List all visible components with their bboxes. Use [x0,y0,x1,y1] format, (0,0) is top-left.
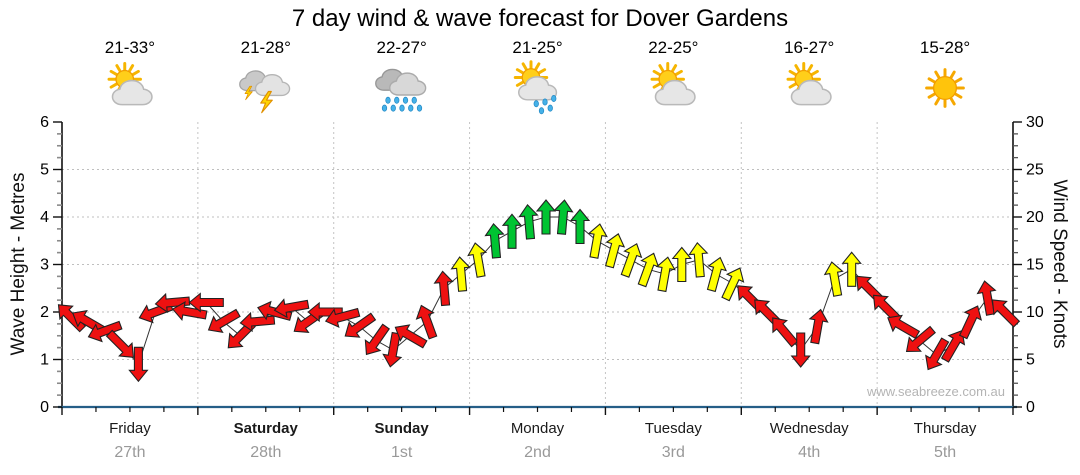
weather-icon-sun-cloud [102,60,158,116]
date-label: 1st [390,444,413,461]
watermark: www.seabreeze.com.au [866,384,1005,399]
wind-arrow [105,329,135,358]
wind-arrow [940,329,966,363]
date-label: 5th [933,444,957,461]
date-label: 27th [114,444,146,461]
wind-arrow [587,223,608,259]
wind-arrow [887,314,921,340]
left-tick-label: 5 [40,162,49,179]
right-tick-label: 25 [1026,162,1044,179]
day-label: Monday [510,420,565,437]
wind-arrow [467,242,488,278]
left-tick-label: 2 [40,304,49,321]
weather-icon-sun-rain [510,60,566,116]
wind-arrow [433,270,454,307]
date-label: 4th [798,444,821,461]
day-label: Friday [109,420,151,437]
temp-range-label: 22-25° [648,38,699,57]
wind-arrow [382,331,403,368]
temp-range-label: 16-27° [784,38,835,57]
wind-arrow [501,213,523,249]
wind-arrow [706,256,728,293]
right-tick-label: 15 [1026,257,1044,274]
date-label: 3rd [661,444,685,461]
weather-icon-sun-cloud [645,60,701,116]
wind-arrow [394,324,428,349]
wind-arrow [324,307,361,329]
day-label: Thursday [913,420,977,437]
right-tick-label: 5 [1026,352,1035,369]
wind-arrow [823,261,844,297]
wind-arrow [344,312,377,338]
wind-arrow [188,292,224,313]
temp-range-label: 15-28° [919,38,971,57]
wind-arrow [569,208,591,245]
wind-arrow [415,304,438,340]
temp-range-label: 21-28° [240,38,291,57]
wind-arrow [671,246,692,283]
wind-arrow [620,243,643,278]
wind-arrow [364,323,390,356]
day-label: Tuesday [644,420,702,437]
weather-icon-sun-cloud [781,60,837,116]
wind-arrow [772,317,799,348]
left-tick-label: 3 [40,257,49,274]
weather-icon-sun [917,60,973,116]
left-tick-label: 0 [40,399,49,416]
wind-arrow [273,298,310,319]
weather-icon-rain [374,60,430,116]
temp-range-label: 22-27° [376,38,427,57]
right-tick-label: 20 [1026,209,1044,226]
wind-arrow [154,292,191,314]
left-tick-label: 1 [40,352,49,369]
wind-arrow [128,346,149,383]
wind-arrow [991,299,1021,328]
day-label: Saturday [233,420,298,437]
page-title: 7 day wind & wave forecast for Dover Gar… [291,5,789,32]
wind-arrow [87,320,123,343]
wind-arrow [535,199,557,235]
weather-icon-storm [238,60,294,116]
left-tick-label: 6 [40,114,49,131]
wind-arrow [841,251,862,287]
right-tick-label: 30 [1026,114,1044,131]
wind-arrow [604,233,626,269]
temp-range-label: 21-25° [512,38,563,57]
wind-arrow [171,301,208,322]
wind-arrow [207,308,241,334]
wind-arrow [450,256,471,292]
wind-arrow [905,325,936,352]
day-label: Sunday [374,420,429,437]
wind-arrow [688,241,709,278]
date-label: 2nd [524,444,551,461]
wind-speed-line [70,216,1005,366]
day-label: Wednesday [769,420,849,437]
right-tick-label: 0 [1026,399,1035,416]
wind-arrow [925,337,950,371]
right-tick-label: 10 [1026,304,1044,321]
wind-arrow [518,203,539,240]
wind-arrow [307,301,343,323]
wind-arrow [958,305,983,340]
wind-arrow [976,280,997,316]
wind-arrow [808,308,829,345]
wind-arrow [655,256,676,293]
wind-arrow [484,222,505,259]
temp-range-label: 21-33° [104,38,156,57]
wind-arrow [721,267,745,302]
wind-arrow [790,332,811,368]
date-label: 28th [250,444,282,461]
wind-arrow [553,199,574,235]
left-tick-label: 4 [40,209,49,226]
